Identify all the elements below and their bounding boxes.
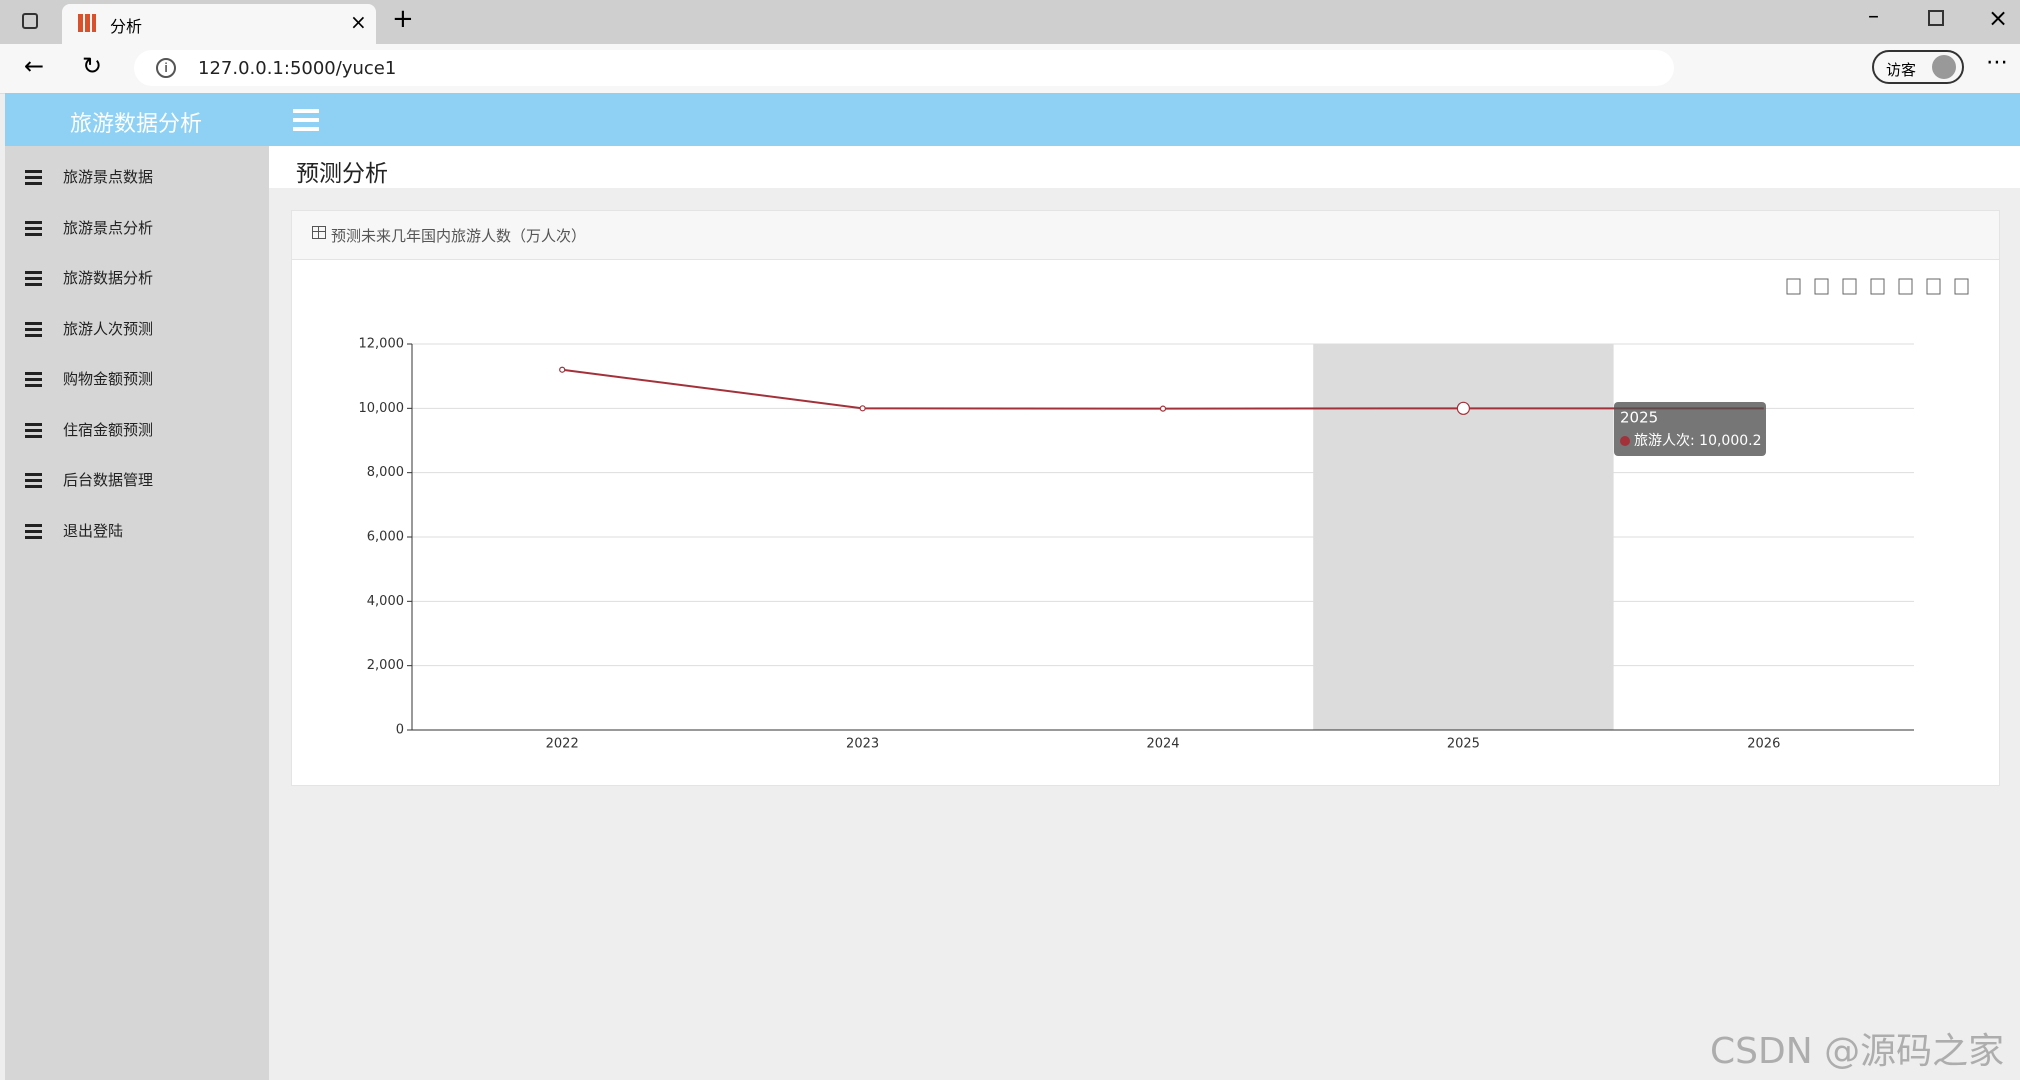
address-bar: ← ↻ i 127.0.0.1:5000/yuce1 访客 ⋯ [0,44,2020,94]
x-tick-label: 2022 [546,737,579,752]
new-tab[interactable]: + [392,4,414,34]
x-tick-label: 2023 [846,737,879,752]
tooltip-dot [1620,436,1630,446]
maximize[interactable] [1928,10,1944,26]
url: 127.0.0.1:5000/yuce1 [198,58,397,79]
toolbox-icon[interactable] [1954,278,1969,295]
toolbox-icon[interactable] [1786,278,1801,295]
minimize[interactable]: – [1868,4,1879,29]
title-bar: 预测分析 [269,146,2020,188]
y-tick-label: 4,000 [367,594,404,609]
url-box[interactable]: i 127.0.0.1:5000/yuce1 [134,50,1674,86]
menu-item[interactable]: 旅游人次预测 [63,319,154,338]
tab-title: 分析 [110,17,143,36]
y-tick-label: 0 [396,723,404,738]
more[interactable]: ⋯ [1986,50,2008,75]
menu-icon [25,327,42,331]
close-tab[interactable]: × [350,10,367,34]
y-tick-label: 10,000 [359,401,405,416]
panel-title: 预测未来几年国内旅游人数（万人次） [331,227,587,245]
point [559,366,566,373]
point [1159,405,1167,412]
back[interactable]: ← [24,52,45,80]
tab-bar: 分析 × + – × [0,0,2020,44]
menu-icon [25,479,42,482]
toolbox-icon[interactable] [1898,278,1913,295]
avatar [1932,55,1956,79]
menu-icon [25,176,42,179]
tooltip-box [1614,402,1766,456]
toolbox-icon[interactable] [1870,278,1885,295]
menu-item[interactable]: 购物金额预测 [63,370,154,388]
point [1456,401,1471,415]
menu-item[interactable]: 退出登陆 [63,521,124,540]
close-window[interactable]: × [1988,4,2009,32]
x-tick-label: 2025 [1447,737,1480,752]
y-tick-label: 12,000 [359,337,405,352]
sidebar: 旅游景点数据 旅游景点分析 旅游数据分析 旅游人次预测 购物金额预测 住宿金额预测 后台数据… [5,146,269,1080]
tooltip-title: 2025 [1620,409,1658,427]
profile-label: 访客 [1886,61,1917,79]
menu-icon [25,378,42,381]
toolbox-icon[interactable] [1814,278,1829,295]
tab-actions[interactable] [22,13,38,29]
menu-icon [25,226,42,230]
menu-item[interactable]: 旅游景点分析 [63,218,154,237]
toolbox-icon[interactable] [1842,278,1857,295]
panel-header: 预测未来几年国内旅游人数（万人次） [292,211,1999,260]
reload[interactable]: ↻ [82,52,103,80]
point [859,405,866,412]
app-header: 旅游数据分析 [5,93,2020,146]
menu-icon [25,277,42,280]
menu-item[interactable]: 旅游数据分析 [63,269,154,287]
y-tick-label: 6,000 [367,530,404,545]
y-tick-label: 8,000 [367,465,404,480]
menu-item[interactable]: 旅游景点数据 [63,168,154,186]
menu-item[interactable]: 住宿金额预测 [63,420,154,439]
toolbox-icon[interactable] [1926,278,1941,295]
tooltip: 2025 旅游人次: 10,000.2 [1614,402,1766,456]
profile[interactable]: 访客 [1872,50,1964,84]
tooltip-text: 旅游人次: 10,000.2 [1634,433,1762,449]
page-title: 预测分析 [296,161,388,187]
brand: 旅游数据分析 [70,112,203,137]
chart: 0 2,000 4,000 6,000 8,000 10,000 12,000 2022 202… [359,278,1969,752]
menu-icon [25,428,42,432]
favicon [78,14,96,32]
site-info[interactable]: i [156,58,176,78]
x-tick-label: 2024 [1146,737,1179,752]
x-tick-label: 2026 [1747,737,1780,752]
menu-item[interactable]: 后台数据管理 [63,471,154,489]
menu-icon [25,529,42,533]
watermark: CSDN @源码之家 [1710,1031,2005,1072]
tab[interactable]: 分析 × [62,4,376,44]
panel: 预测未来几年国内旅游人数（万人次） 0 2,000 4,000 6,000 8,000 1… [291,210,2000,786]
table-icon [312,226,326,239]
menu-toggle[interactable] [293,109,319,113]
y-tick-label: 2,000 [367,658,404,673]
